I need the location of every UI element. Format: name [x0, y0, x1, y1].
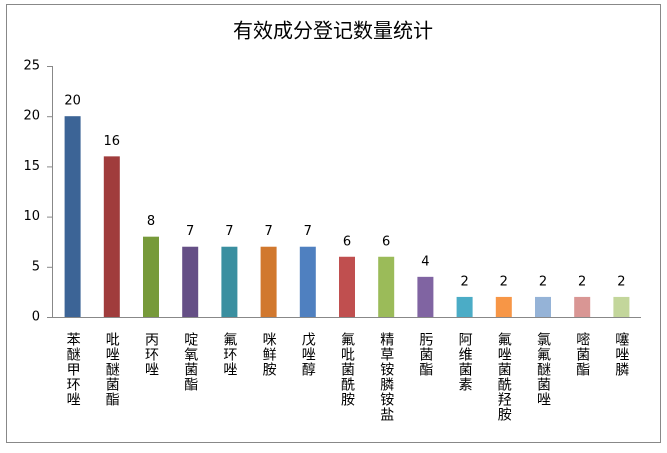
x-tick-label: 氯氟醚菌唑 [535, 332, 551, 407]
bar [535, 296, 551, 317]
y-tick-label: 0 [32, 310, 40, 325]
y-tick-label: 25 [23, 59, 40, 74]
x-tick-label: 丙环唑 [143, 332, 159, 377]
data-label: 2 [539, 274, 547, 289]
y-tick-label: 5 [32, 259, 40, 274]
x-tick-label: 咪鲜胺 [261, 332, 277, 377]
data-label: 2 [617, 274, 625, 289]
x-tick-label: 肟菌酯 [417, 332, 433, 377]
data-label: 8 [147, 214, 155, 229]
data-label: 7 [304, 224, 312, 239]
bar [64, 116, 81, 317]
x-tick-label: 吡唑醚菌酯 [104, 332, 120, 407]
chart-title: 有效成分登记数量统计 [233, 19, 433, 43]
data-label: 7 [264, 224, 272, 239]
data-label: 16 [104, 134, 121, 149]
bar [339, 256, 355, 317]
x-tick-label: 噻唑膦 [613, 331, 629, 377]
data-label: 6 [382, 234, 390, 249]
y-tick-label: 10 [23, 209, 40, 224]
x-tick-label: 啶氧菌酯 [182, 332, 198, 392]
x-tick-label: 嘧菌酯 [574, 331, 590, 377]
data-label: 20 [64, 94, 81, 109]
data-label: 2 [500, 274, 508, 289]
data-label: 6 [343, 234, 351, 249]
bar [417, 276, 434, 317]
bar [143, 236, 159, 317]
x-tick-label: 戊唑醇 [300, 332, 316, 377]
bar [456, 296, 473, 317]
x-tick-label: 精草铵膦铵盐 [378, 332, 394, 422]
x-tick-label: 氟唑菌酰羟胺 [496, 332, 512, 422]
bar [495, 296, 512, 317]
y-tick-label: 15 [23, 159, 40, 174]
y-tick-label: 20 [23, 109, 40, 124]
x-tick-label: 阿维菌素 [457, 332, 473, 392]
bar [613, 296, 630, 317]
data-label: 7 [186, 224, 194, 239]
bar [182, 246, 199, 317]
bar [103, 156, 120, 317]
data-label: 2 [578, 274, 586, 289]
data-label: 7 [225, 224, 233, 239]
bar [260, 246, 277, 317]
x-tick-label: 苯醚甲环唑 [65, 331, 81, 407]
x-tick-label: 氟吡菌酰胺 [339, 332, 355, 407]
data-label: 2 [460, 274, 468, 289]
bar [378, 256, 395, 317]
data-label: 4 [421, 254, 429, 269]
bar [574, 296, 591, 317]
bar [299, 246, 316, 317]
x-tick-label: 氟环唑 [221, 332, 237, 377]
bar [221, 246, 238, 317]
